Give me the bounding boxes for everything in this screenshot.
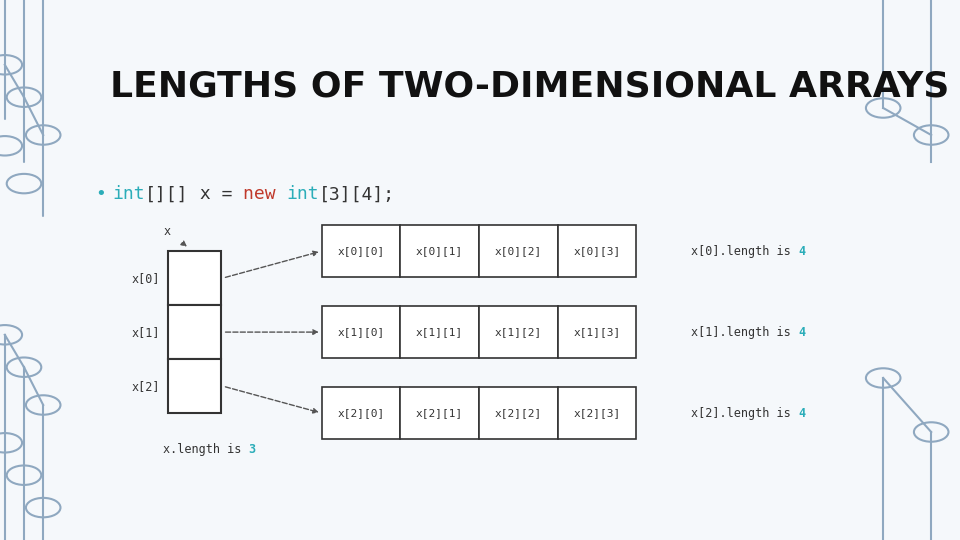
Text: int: int (112, 185, 145, 204)
Text: x: x (163, 225, 170, 238)
Text: x[2]: x[2] (132, 380, 160, 393)
Bar (558, 307, 636, 357)
Bar (322, 226, 400, 276)
Text: x[0][0]: x[0][0] (337, 246, 385, 256)
Bar (322, 388, 400, 438)
Text: x[2][0]: x[2][0] (337, 408, 385, 418)
Bar (479, 388, 558, 438)
Bar (558, 388, 636, 438)
Bar (168, 359, 221, 413)
Text: x[2][3]: x[2][3] (573, 408, 621, 418)
Text: x[1][1]: x[1][1] (416, 327, 464, 337)
Text: •: • (96, 185, 112, 204)
Text: x[0][1]: x[0][1] (416, 246, 464, 256)
Bar (400, 307, 479, 357)
Text: x[0][2]: x[0][2] (494, 246, 542, 256)
Text: 4: 4 (798, 407, 805, 420)
Text: x[1]: x[1] (132, 326, 160, 339)
Bar (322, 307, 400, 357)
Text: x.length is: x.length is (163, 443, 249, 456)
Text: x[0].length is: x[0].length is (691, 245, 798, 258)
Text: x[1].length is: x[1].length is (691, 326, 798, 339)
Text: x[1][3]: x[1][3] (573, 327, 621, 337)
Text: int: int (286, 185, 319, 204)
Text: x[1][0]: x[1][0] (337, 327, 385, 337)
Text: [][]: [][] (145, 185, 188, 204)
Text: x[0][3]: x[0][3] (573, 246, 621, 256)
Text: x[2].length is: x[2].length is (691, 407, 798, 420)
Text: [3][4];: [3][4]; (319, 185, 396, 204)
Bar (558, 226, 636, 276)
Text: x[0]: x[0] (132, 272, 160, 285)
Bar (168, 251, 221, 305)
Text: 4: 4 (798, 245, 805, 258)
Text: x[2][1]: x[2][1] (416, 408, 464, 418)
Bar (479, 226, 558, 276)
Text: x[2][2]: x[2][2] (494, 408, 542, 418)
Bar (479, 307, 558, 357)
Text: x[1][2]: x[1][2] (494, 327, 542, 337)
Text: new: new (243, 185, 286, 204)
Text: 3: 3 (249, 443, 255, 456)
Text: 4: 4 (798, 326, 805, 339)
Bar (168, 305, 221, 359)
Bar (400, 388, 479, 438)
Text: LENGTHS OF TWO-DIMENSIONAL ARRAYS: LENGTHS OF TWO-DIMENSIONAL ARRAYS (110, 70, 949, 103)
Text: x =: x = (188, 185, 243, 204)
Bar (400, 226, 479, 276)
